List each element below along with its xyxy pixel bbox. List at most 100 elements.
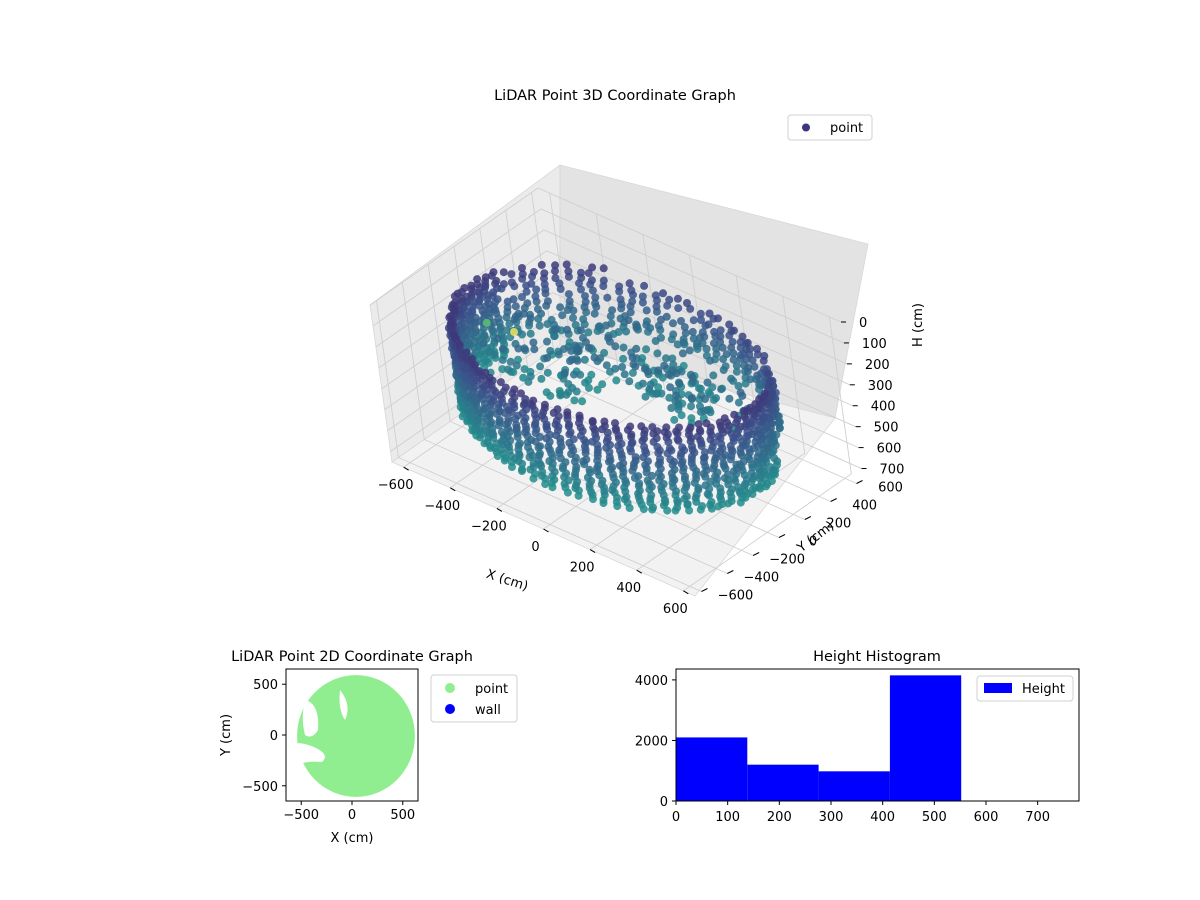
- cloud-point: [688, 373, 697, 382]
- grid-line-h: [375, 229, 848, 365]
- cloud-point: [503, 432, 512, 441]
- cloud-point: [587, 276, 596, 285]
- cloud-point: [489, 386, 498, 394]
- cloud-point: [660, 428, 669, 436]
- cloud-point: [598, 380, 607, 389]
- cloud-point: [565, 420, 573, 429]
- y-tick-label: 400: [852, 499, 877, 514]
- cloud-point: [697, 316, 705, 324]
- cloud-point: [751, 483, 760, 492]
- cloud-point: [496, 391, 505, 399]
- cloud-point: [748, 460, 757, 469]
- cloud-point: [642, 320, 651, 329]
- cloud-point: [687, 402, 696, 411]
- cloud-point: [529, 268, 538, 276]
- y-tick-mark: [804, 516, 812, 520]
- cloud-point: [672, 427, 681, 436]
- cloud-point: [588, 437, 597, 446]
- cloud-point: [702, 344, 711, 353]
- cloud-point: [641, 446, 650, 455]
- cloud-point: [686, 304, 695, 313]
- cloud-point: [588, 286, 597, 295]
- cloud-point: [673, 340, 682, 349]
- legend-3d: point: [787, 114, 873, 141]
- cloud-point: [577, 268, 585, 277]
- cloud-point: [664, 438, 673, 447]
- cloud-point: [599, 496, 608, 504]
- cloud-point: [512, 361, 521, 370]
- cloud-point: [473, 280, 482, 289]
- cloud-point: [648, 423, 657, 432]
- cloud-point: [707, 446, 716, 455]
- cloud-point: [529, 338, 538, 347]
- cloud-point: [619, 459, 628, 468]
- y-2d-tick-label: −500: [242, 780, 278, 795]
- cloud-point: [576, 423, 585, 432]
- cloud-point: [706, 435, 715, 444]
- cloud-point: [642, 306, 651, 315]
- cloud-point: [602, 361, 611, 370]
- cloud-point: [491, 444, 500, 453]
- cloud-point: [583, 473, 592, 482]
- cloud-point: [612, 376, 621, 385]
- cloud-point: [598, 425, 606, 434]
- cloud-point: [484, 299, 493, 308]
- cloud-point: [638, 379, 647, 388]
- point-2d-area: [297, 675, 415, 797]
- cloud-point: [529, 474, 538, 483]
- cloud-point: [551, 267, 559, 276]
- cloud-point: [499, 280, 508, 289]
- cloud-point: [511, 302, 520, 311]
- cloud-point: [688, 327, 697, 336]
- cloud-point: [563, 306, 572, 314]
- cloud-point: [750, 427, 759, 436]
- x-tick-label: −200: [471, 519, 507, 534]
- cloud-point: [576, 370, 585, 379]
- cloud-point: [666, 383, 675, 392]
- cloud-point: [727, 497, 736, 506]
- hist-x-tick-label: 500: [922, 810, 947, 825]
- cloud-point: [707, 498, 716, 506]
- histogram-title: Height Histogram: [813, 649, 941, 665]
- cloud-point: [678, 443, 687, 452]
- hist-y-tick-label: 0: [660, 795, 668, 810]
- cloud-point: [518, 293, 526, 301]
- cloud-point: [524, 377, 533, 386]
- cloud-point: [680, 323, 689, 332]
- cloud-point: [710, 461, 719, 470]
- cloud-point: [665, 444, 674, 453]
- hist-x-tick-label: 400: [870, 810, 895, 825]
- cloud-point: [736, 498, 745, 507]
- cloud-point: [584, 269, 593, 278]
- cloud-point: [727, 343, 736, 352]
- cloud-point: [685, 346, 694, 355]
- cloud-point: [753, 344, 761, 353]
- cloud-point: [738, 391, 747, 400]
- cloud-point: [514, 344, 523, 353]
- cloud-point: [537, 260, 546, 269]
- cloud-point: [538, 411, 547, 420]
- cloud-point: [499, 268, 508, 277]
- cloud-point: [506, 357, 515, 366]
- cloud-point: [611, 424, 620, 433]
- cloud-point: [663, 301, 672, 310]
- grid-line-x: [636, 296, 806, 571]
- cloud-point: [534, 314, 543, 323]
- cloud-point: [562, 260, 571, 269]
- cloud-point: [682, 492, 691, 501]
- cloud-point: [649, 503, 657, 512]
- cloud-point: [747, 469, 756, 477]
- cloud-point: [732, 419, 741, 427]
- y-tick-label: 0: [809, 535, 817, 550]
- hist-x-tick-label: 0: [672, 810, 680, 825]
- cloud-point: [466, 315, 475, 324]
- cloud-point: [570, 396, 579, 405]
- hist-x-tick-label: 100: [715, 810, 740, 825]
- cloud-point: [475, 295, 484, 304]
- cloud-point: [497, 428, 506, 436]
- cloud-point: [653, 349, 662, 358]
- cloud-point: [608, 470, 617, 479]
- cloud-point: [584, 343, 593, 352]
- cloud-point: [520, 344, 529, 353]
- cloud-point: [595, 322, 604, 331]
